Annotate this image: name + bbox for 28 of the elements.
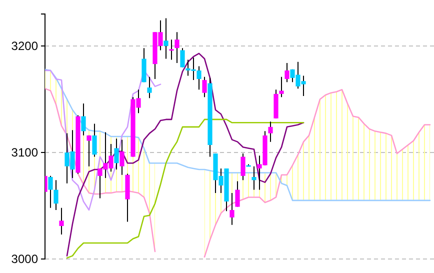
candlestick: [114, 138, 119, 170]
candlestick: [284, 62, 290, 83]
candlestick: [268, 121, 273, 142]
candlestick: [169, 39, 174, 60]
candlestick: [252, 166, 256, 190]
candlestick: [54, 180, 58, 210]
candlestick: [86, 134, 92, 167]
candlestick: [81, 102, 86, 136]
line-series: [66, 118, 304, 259]
candlestick: [202, 76, 207, 98]
candlestick: [174, 32, 180, 64]
candlestick: [230, 192, 234, 226]
candlestick: [147, 76, 152, 99]
candlestick: [180, 48, 185, 68]
y-tick-label: 3200: [11, 38, 38, 53]
y-tick-label: 3100: [11, 145, 38, 160]
line-series: [45, 68, 431, 202]
candlestick: [235, 180, 240, 208]
candlestick: [142, 48, 146, 83]
y-tick-label: 3000: [11, 252, 38, 266]
candlestick: [279, 76, 284, 98]
candlestick: [164, 18, 168, 60]
candlestick: [120, 139, 124, 176]
line-series: [66, 52, 304, 256]
candlestick: [59, 207, 64, 235]
candlestick: [240, 153, 246, 181]
candlestick: [92, 123, 97, 158]
candlestick: [48, 175, 53, 208]
